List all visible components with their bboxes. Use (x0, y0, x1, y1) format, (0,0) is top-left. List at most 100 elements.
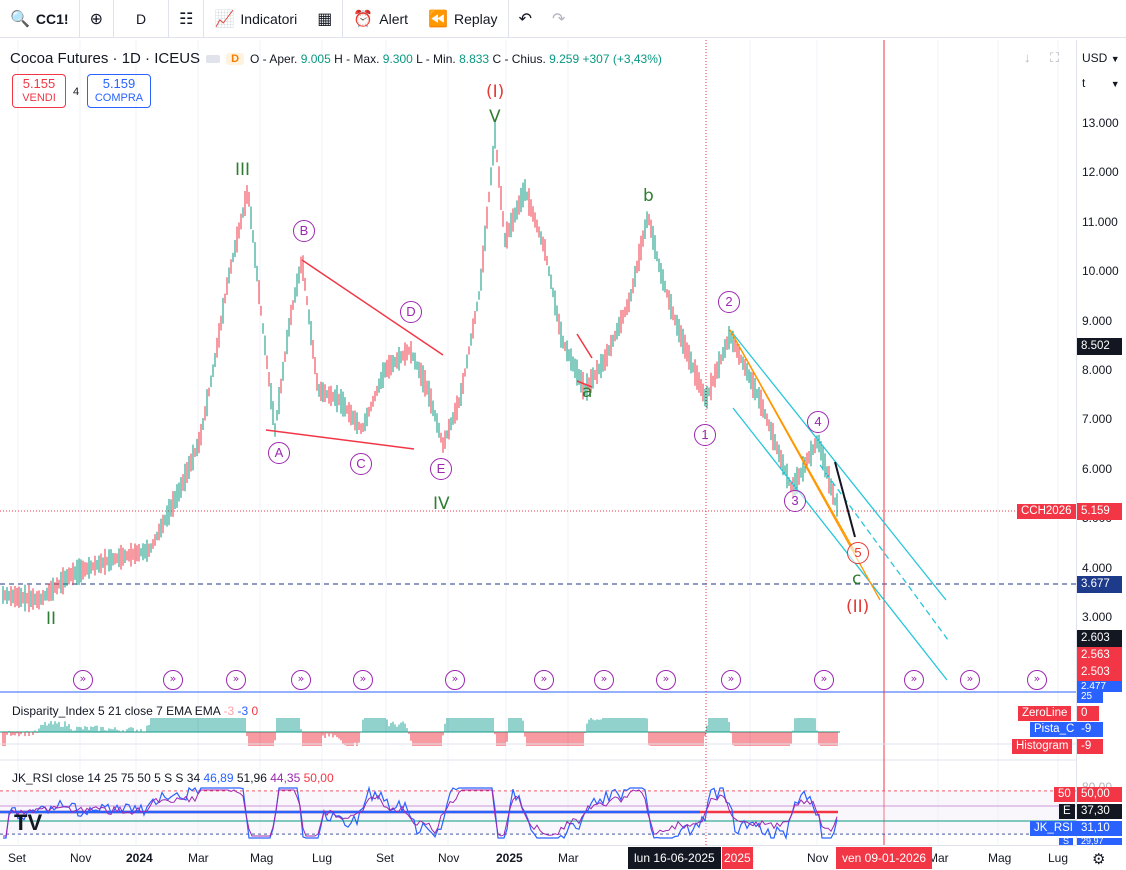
price-tick: 12.000 (1082, 165, 1119, 180)
unit-label: t (1082, 76, 1086, 90)
rsi-v1: 46,89 (203, 771, 234, 785)
rsi-s-tag: S (1059, 838, 1074, 845)
tv-logo: TV (14, 810, 42, 835)
wave-circle-3[interactable]: 3 (784, 490, 806, 512)
price-tick: 3.000 (1082, 610, 1113, 624)
time-tick: Nov (438, 851, 460, 865)
buy-price: 5.159 (102, 76, 136, 91)
disparity-v1: -3 (223, 704, 235, 718)
indicators-label: Indicatori (240, 10, 298, 27)
event-marker-icon[interactable]: » (721, 670, 741, 690)
chevron-down-icon: ▼ (1110, 54, 1120, 64)
event-marker-icon[interactable]: » (904, 670, 924, 690)
event-marker-icon[interactable]: » (353, 670, 373, 690)
time-tick: Mar (558, 851, 579, 865)
sell-button[interactable]: 5.155 VENDI (12, 74, 66, 108)
change-value: +307 (+3,43%) (582, 51, 662, 66)
event-marker-icon[interactable]: » (594, 670, 614, 690)
wave-circle-4[interactable]: 4 (807, 411, 829, 433)
time-tick: Nov (807, 851, 829, 865)
wave-label-c[interactable]: c (852, 569, 862, 589)
alert-button[interactable]: ⏰ Alert (343, 0, 418, 38)
redo-button[interactable]: ↷ (542, 0, 575, 38)
price-tick: 7.000 (1082, 412, 1113, 427)
wave-circle-B[interactable]: B (293, 220, 315, 242)
wave-label-IV[interactable]: IV (433, 494, 450, 514)
price-label-8502: 8.502 (1077, 338, 1122, 355)
price-tick: 11.000 (1082, 214, 1118, 229)
wave-circle-D[interactable]: D (400, 301, 422, 323)
high-value: 9.300 (382, 51, 413, 66)
delayed-badge[interactable]: D (226, 52, 245, 65)
event-marker-icon[interactable]: » (291, 670, 311, 690)
wave-circle-1[interactable]: 1 (694, 424, 716, 446)
disparity-title[interactable]: Disparity_Index 5 21 close 7 EMA EMA -3 … (12, 704, 258, 718)
wave-label-III[interactable]: III (235, 160, 251, 180)
price-tick: 13.000 (1082, 116, 1119, 130)
disparity-v2: -3 (237, 704, 249, 718)
event-marker-icon[interactable]: » (73, 670, 93, 690)
currency-select[interactable]: USD ▼ (1082, 51, 1120, 65)
interval-button[interactable]: D (114, 0, 170, 38)
rsi-e-tag: E (1059, 804, 1075, 819)
templates-button[interactable]: ▦ (307, 0, 344, 38)
chart-type-button[interactable]: ☷ (169, 0, 205, 38)
compare-symbol-button[interactable]: ⊕ (80, 0, 114, 38)
low-value: 8.833 (459, 51, 490, 66)
wave-circle-C[interactable]: C (350, 453, 372, 475)
price-label-3677: 3.677 (1077, 576, 1122, 593)
event-marker-icon[interactable]: » (445, 670, 465, 690)
indicators-button[interactable]: 📈 Indicatori (204, 0, 307, 38)
wave-label-V[interactable]: V (489, 107, 501, 127)
right-date-label: ven 09-01-2026 (836, 847, 933, 869)
buy-button[interactable]: 5.159 COMPRA (87, 74, 151, 108)
price-chart[interactable]: TV (0, 40, 1076, 845)
symbol-title[interactable]: Cocoa Futures · 1D · ICEUS (10, 50, 201, 67)
undo-button[interactable]: ↶ (509, 0, 542, 38)
price-label-2477: 2.477 (1077, 681, 1122, 692)
wave-circle-5[interactable]: 5 (847, 542, 869, 564)
wave-circle-E[interactable]: E (430, 458, 452, 480)
replay-button[interactable]: ⏪ Replay (418, 0, 509, 38)
wave-label-I-red[interactable]: (I) (486, 82, 505, 102)
event-marker-icon[interactable]: » (960, 670, 980, 690)
rsi-s-value: 29,97 (1077, 838, 1122, 845)
unit-select[interactable]: t ▼ (1082, 76, 1120, 90)
settings-gear-icon[interactable]: ⚙ (1092, 850, 1106, 868)
event-marker-icon[interactable]: » (814, 670, 834, 690)
event-marker-icon[interactable]: » (226, 670, 246, 690)
rsi-title[interactable]: JK_RSI close 14 25 75 50 5 S S 34 46,89 … (12, 771, 334, 785)
currency-label: USD (1082, 51, 1108, 65)
pista-value: -9 (1077, 722, 1103, 737)
chevron-down-icon: ▼ (1110, 79, 1120, 89)
wave-label-II-red[interactable]: (II) (846, 597, 870, 617)
cch-tag: CCH2026 (1017, 504, 1076, 519)
wave-label-II[interactable]: II (46, 609, 57, 629)
event-marker-icon[interactable]: » (656, 670, 676, 690)
replay-label: Replay (453, 10, 498, 27)
close-label: C - Chius. (492, 51, 546, 66)
time-tick: Lug (1048, 851, 1069, 865)
symbol-search[interactable]: 🔍 CC1! (0, 0, 80, 38)
fullscreen-icon[interactable]: ⛶ (1050, 50, 1060, 65)
histogram-tag: Histogram (1012, 739, 1073, 754)
event-marker-icon[interactable]: » (163, 670, 183, 690)
wave-circle-A[interactable]: A (268, 442, 290, 464)
wave-circle-2[interactable]: 2 (718, 291, 740, 313)
rsi-50-value: 50,00 (1077, 787, 1122, 802)
grid-icon: ▦ (317, 9, 333, 28)
sell-label: VENDI (22, 92, 56, 104)
plus-circle-icon: ⊕ (89, 9, 103, 28)
download-icon[interactable]: ↓ (1024, 50, 1031, 65)
disparity-v3: 0 (251, 704, 259, 718)
alarm-clock-icon: ⏰ (353, 9, 374, 28)
event-marker-icon[interactable]: » (1027, 670, 1047, 690)
spread-value: 4 (73, 86, 80, 98)
time-tick: Nov (70, 851, 92, 865)
time-tick: Mag (250, 851, 274, 865)
wave-label-a[interactable]: a (582, 382, 593, 402)
zeroline-value: 0 (1077, 706, 1099, 721)
wave-label-b[interactable]: b (643, 186, 654, 206)
event-marker-icon[interactable]: » (534, 670, 554, 690)
time-tick: Mar (188, 851, 209, 865)
